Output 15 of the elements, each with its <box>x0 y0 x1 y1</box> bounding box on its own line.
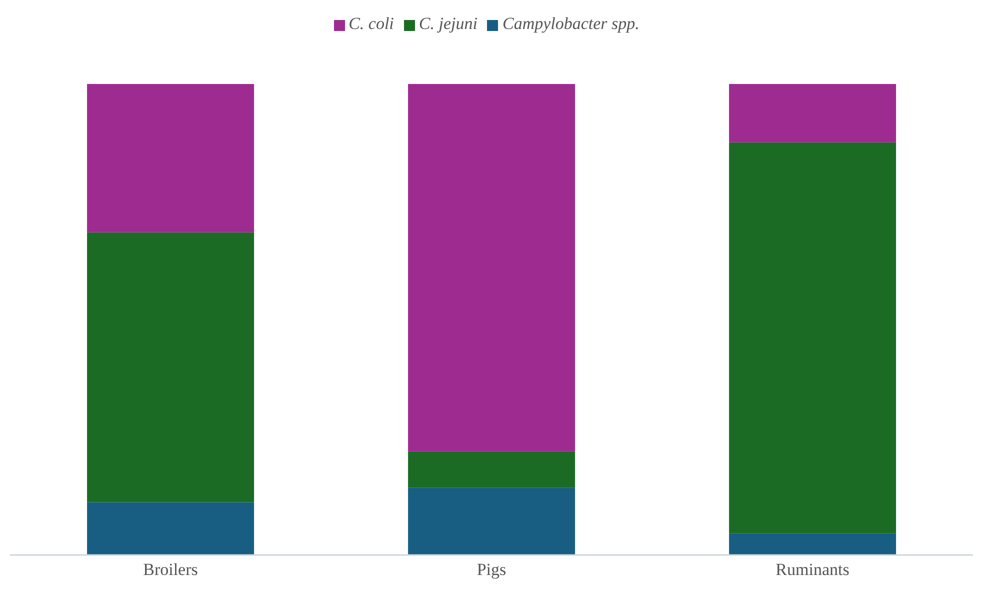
bar <box>408 84 576 452</box>
x-tick-label: Broilers <box>143 560 198 580</box>
bar <box>408 451 576 488</box>
bar <box>87 502 254 555</box>
bar <box>729 142 896 534</box>
bar <box>87 84 254 232</box>
legend-label: Campylobacter spp. <box>502 14 640 33</box>
bar <box>408 488 576 555</box>
bar <box>729 533 896 555</box>
x-tick-label: Ruminants <box>776 560 850 580</box>
bar <box>729 84 896 142</box>
x-tick-label: Pigs <box>476 560 506 580</box>
bar <box>87 232 254 502</box>
legend-label: C. coli <box>348 14 394 33</box>
legend-label: C. jejuni <box>418 14 478 33</box>
